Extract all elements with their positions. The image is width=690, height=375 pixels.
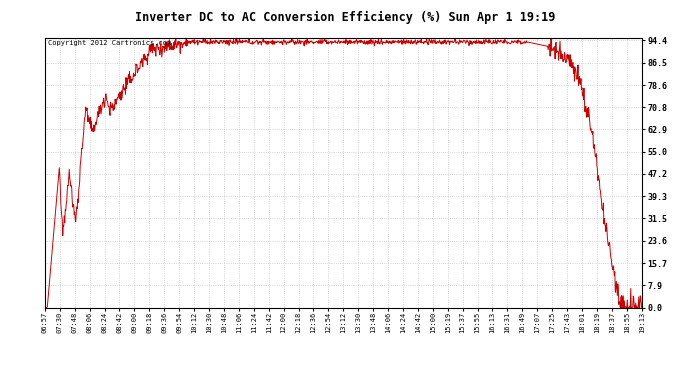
Text: Copyright 2012 Cartronics.com: Copyright 2012 Cartronics.com xyxy=(48,40,171,46)
Text: Inverter DC to AC Conversion Efficiency (%) Sun Apr 1 19:19: Inverter DC to AC Conversion Efficiency … xyxy=(135,11,555,24)
